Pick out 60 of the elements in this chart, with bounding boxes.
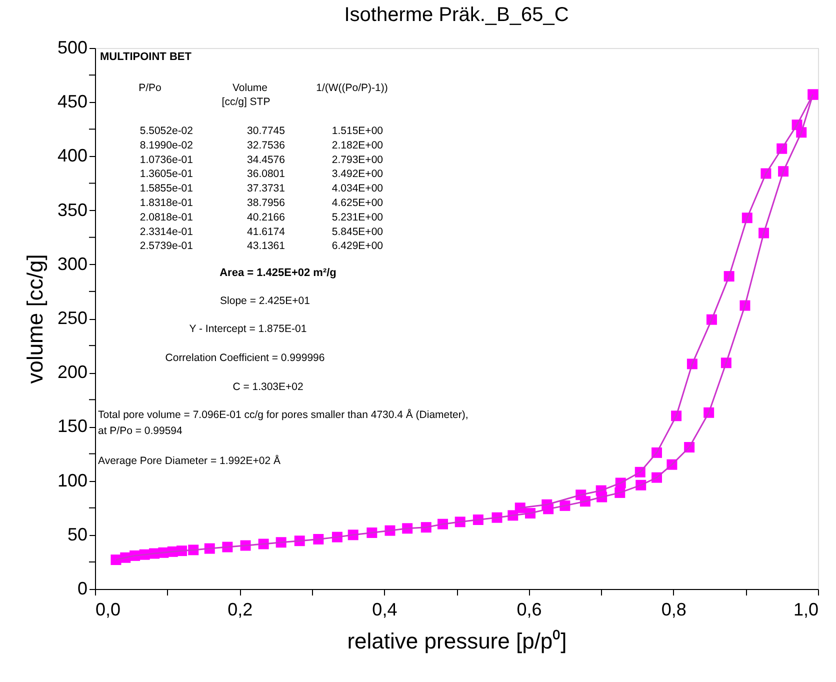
annotation: 34.4576 bbox=[247, 154, 286, 166]
y-tick-label: 450 bbox=[57, 92, 88, 112]
annotation: 1/(W((Po/P)-1)) bbox=[316, 82, 388, 94]
annotation: Area = 1.425E+02 m²/g bbox=[220, 267, 336, 279]
x-axis-title: relative pressure [p/p⁰] bbox=[347, 628, 567, 654]
annotation: Average Pore Diameter = 1.992E+02 Å bbox=[98, 454, 281, 467]
annotation: 6.429E+00 bbox=[332, 240, 384, 252]
y-tick-label: 50 bbox=[67, 524, 88, 544]
y-tick-label: 500 bbox=[57, 38, 88, 58]
y-tick-label: 400 bbox=[57, 146, 88, 166]
annotation: 37.3731 bbox=[247, 182, 286, 195]
x-tick-label: 0,6 bbox=[516, 600, 542, 620]
x-tick-label: 0,2 bbox=[228, 600, 253, 620]
annotation: Y - Intercept = 1.875E-01 bbox=[189, 323, 307, 335]
annotation: Correlation Coefficient = 0.999996 bbox=[165, 352, 325, 364]
y-tick-label: 250 bbox=[57, 308, 88, 328]
x-tick-label: 0,0 bbox=[96, 600, 121, 620]
annotation: Volume bbox=[232, 82, 268, 94]
x-tick-label: 0,4 bbox=[372, 600, 398, 620]
annotation: 40.2166 bbox=[247, 211, 286, 224]
annotation: 32.7536 bbox=[247, 139, 286, 152]
chart-title: Isotherme Präk._B_65_C bbox=[344, 4, 569, 26]
annotation: 1.5855e-01 bbox=[140, 182, 194, 195]
annotation: 1.3605e-01 bbox=[140, 168, 194, 180]
y-axis-title: volume [cc/g] bbox=[22, 254, 48, 384]
annotation: 4.625E+00 bbox=[332, 197, 384, 209]
annotation: Total pore volume = 7.096E-01 cc/g for pores smaller than 4730.4 Å (Diameter), bbox=[98, 408, 468, 421]
annotation: 1.0736e-01 bbox=[140, 154, 194, 166]
y-tick-label: 150 bbox=[57, 416, 88, 436]
annotation: 2.182E+00 bbox=[332, 139, 384, 152]
annotation: 38.7956 bbox=[247, 197, 286, 209]
x-tick-label: 1,0 bbox=[793, 600, 818, 620]
annotation: MULTIPOINT BET bbox=[100, 51, 192, 63]
annotation: 36.0801 bbox=[247, 168, 286, 180]
annotation: 2.5739e-01 bbox=[140, 240, 194, 252]
annotation: 30.7745 bbox=[247, 125, 286, 137]
annotation: at P/Po = 0.99594 bbox=[98, 425, 183, 437]
y-tick-label: 350 bbox=[57, 200, 88, 220]
annotation: 2.0818e-01 bbox=[140, 211, 194, 224]
annotation: 1.515E+00 bbox=[332, 125, 384, 137]
y-tick-label: 0 bbox=[77, 578, 88, 598]
annotation: 43.1361 bbox=[247, 240, 286, 252]
annotation: 41.6174 bbox=[247, 226, 286, 238]
annotation: 5.231E+00 bbox=[332, 211, 384, 224]
y-tick-label: 100 bbox=[57, 470, 88, 490]
annotation: 1.8318e-01 bbox=[140, 197, 194, 209]
annotation: [cc/g] STP bbox=[222, 96, 270, 108]
annotation: 4.034E+00 bbox=[332, 182, 384, 195]
annotation: 8.1990e-02 bbox=[140, 139, 194, 152]
x-tick-label: 0,8 bbox=[661, 600, 686, 620]
annotation: 5.5052e-02 bbox=[140, 125, 194, 137]
annotation: 3.492E+00 bbox=[332, 168, 384, 180]
annotation: C = 1.303E+02 bbox=[232, 381, 304, 393]
annotation: 5.845E+00 bbox=[332, 226, 384, 238]
y-tick-label: 300 bbox=[57, 254, 88, 274]
annotation: 2.793E+00 bbox=[332, 154, 384, 166]
annotation: 2.3314e-01 bbox=[140, 226, 194, 238]
y-tick-label: 200 bbox=[57, 362, 88, 382]
annotation: P/Po bbox=[138, 82, 162, 94]
annotation: Slope = 2.425E+01 bbox=[220, 295, 310, 307]
